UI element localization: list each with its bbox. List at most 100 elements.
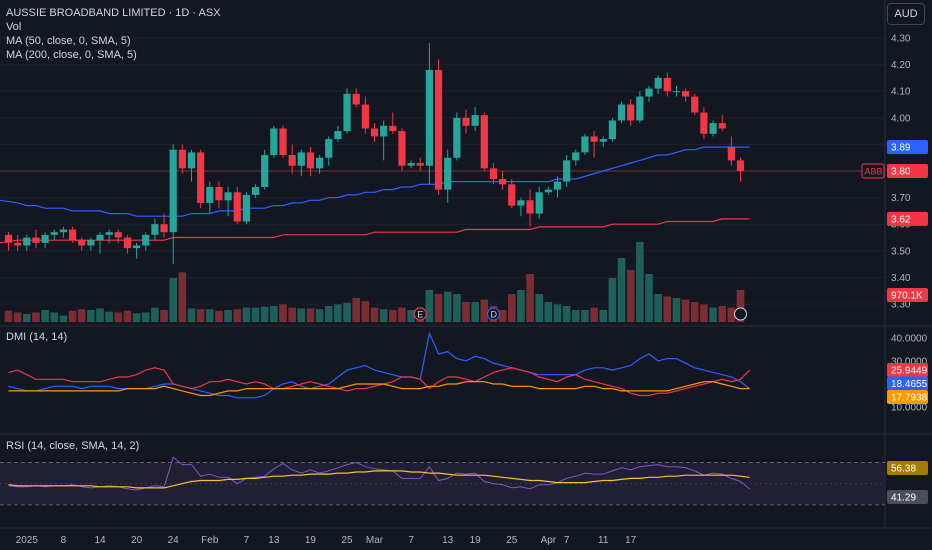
- volume-bar: [443, 291, 452, 322]
- volume-bar: [361, 301, 370, 322]
- candle-body: [334, 131, 342, 140]
- volume-bar: [4, 310, 13, 322]
- x-axis-label: 2025: [16, 535, 39, 546]
- candle-body: [389, 125, 397, 132]
- volume-bar: [77, 309, 86, 322]
- volume-bar: [700, 304, 708, 322]
- candle-body: [407, 163, 415, 166]
- volume-bar: [215, 310, 223, 322]
- rsi-ma-line: [8, 470, 750, 489]
- volume-legend: Vol: [6, 21, 22, 33]
- price-tick-label: 3.30: [891, 300, 911, 311]
- volume-bar: [13, 312, 22, 322]
- event-marker: [413, 307, 427, 321]
- volume-bar: [462, 302, 470, 322]
- dmi-minus-badge: 25.9449: [891, 366, 928, 377]
- adx-badge-bg: [887, 390, 928, 404]
- volume-bar: [343, 302, 351, 322]
- volume-bar: [279, 304, 287, 322]
- candle-body: [434, 69, 443, 190]
- price-tick-label: 4.30: [891, 33, 911, 44]
- candle-body: [151, 224, 159, 235]
- volume-bar: [32, 312, 40, 322]
- last-price-badge: 3.80: [891, 167, 911, 178]
- volume-bar: [672, 298, 681, 322]
- price-tick-label: 3.70: [891, 193, 911, 204]
- candle-body: [526, 200, 534, 214]
- volume-bar: [471, 302, 479, 322]
- rsi-ma-badge: 56.38: [891, 464, 916, 475]
- lightning-icon: [734, 307, 747, 321]
- volume-bar: [196, 309, 205, 322]
- volume-bar: [41, 310, 49, 322]
- volume-bar: [379, 309, 388, 322]
- volume-bar: [407, 310, 415, 322]
- volume-bar: [425, 290, 434, 322]
- currency-button[interactable]: AUD: [887, 3, 925, 25]
- candle-body: [242, 194, 250, 222]
- ma200-badge-bg: [887, 211, 928, 226]
- ma50-badge: 3.89: [891, 143, 911, 154]
- x-axis-label: 25: [506, 535, 518, 546]
- x-axis-label: 7: [244, 535, 250, 546]
- candle-body: [78, 240, 86, 246]
- dmi-tick-label: 10.0000: [891, 402, 928, 413]
- candle-body: [572, 152, 580, 161]
- volume-bar: [260, 306, 269, 322]
- candle-body: [727, 147, 735, 161]
- volume-bar: [526, 274, 534, 322]
- volume-bar: [206, 309, 214, 322]
- rsi-ma-badge-bg: [887, 461, 928, 475]
- volume-bar: [370, 307, 379, 322]
- volume-bar: [233, 309, 242, 322]
- volume-badge-bg: [887, 288, 928, 302]
- candle-body: [23, 237, 31, 246]
- candle-body: [471, 115, 479, 126]
- x-axis-label: 19: [470, 535, 482, 546]
- candle-body: [416, 163, 424, 166]
- volume-bar: [498, 310, 507, 322]
- volume-bar: [690, 302, 699, 322]
- volume-bar: [389, 310, 397, 322]
- candle-body: [343, 93, 351, 132]
- candle-body: [398, 131, 406, 166]
- candle-body: [288, 155, 296, 166]
- candle-body: [718, 123, 726, 129]
- volume-bar: [59, 315, 68, 322]
- volume-bar: [663, 296, 672, 322]
- x-axis-label: 7: [408, 535, 414, 546]
- candle-body: [261, 155, 269, 187]
- candle-body: [590, 136, 598, 142]
- candle-body: [691, 96, 699, 113]
- ticker-badge: ABB: [865, 167, 883, 177]
- x-axis-label: 19: [305, 535, 317, 546]
- candle-body: [251, 186, 260, 195]
- price-tick-label: 3.40: [891, 273, 911, 284]
- volume-bar: [151, 307, 159, 322]
- ma50-badge-bg: [887, 140, 928, 155]
- volume-bar: [87, 310, 95, 322]
- candle-body: [700, 112, 708, 134]
- candle-body: [96, 234, 104, 241]
- candle-body: [563, 160, 571, 182]
- chart-title: AUSSIE BROADBAND LIMITED · 1D · ASX: [6, 7, 221, 19]
- volume-bar: [297, 308, 306, 322]
- candle-body: [133, 245, 141, 249]
- candle-body: [489, 168, 498, 179]
- volume-bar: [562, 306, 571, 322]
- price-tick-label: 4.20: [891, 60, 911, 71]
- ma50-legend: MA (50, close, 0, SMA, 5): [6, 35, 131, 47]
- candle-body: [663, 77, 671, 92]
- volume-bar: [352, 298, 360, 322]
- volume-bar: [169, 278, 177, 322]
- volume-bar: [224, 310, 232, 322]
- candle-body: [187, 152, 196, 169]
- dmi-plus-badge: 18.4655: [891, 379, 928, 390]
- volume-bar: [434, 294, 443, 322]
- candle-body: [123, 237, 132, 249]
- rsi-line: [8, 456, 750, 491]
- candle-body: [709, 123, 717, 134]
- x-axis-label: Feb: [201, 535, 219, 546]
- x-axis-label: 13: [442, 535, 454, 546]
